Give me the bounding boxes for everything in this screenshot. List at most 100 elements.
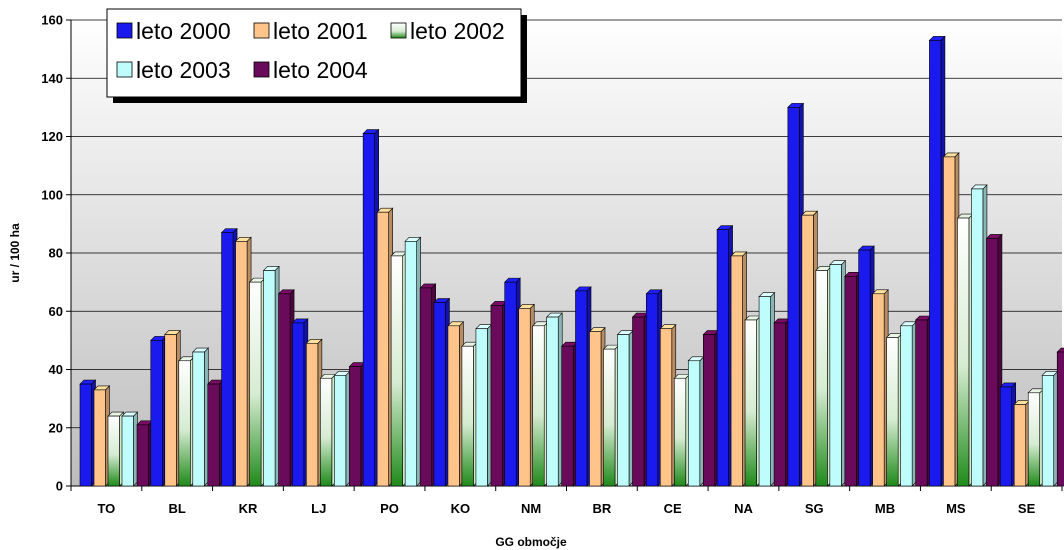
x-tick-label: MB <box>875 501 895 516</box>
y-tick-label: 100 <box>41 187 63 202</box>
bar <box>970 184 988 487</box>
bar <box>390 251 408 487</box>
legend-label: leto 2000 <box>136 18 231 44</box>
bar <box>928 35 946 487</box>
bar <box>475 324 493 487</box>
bar-front <box>815 270 828 487</box>
bar-front <box>178 360 191 487</box>
bar-front <box>575 290 588 487</box>
bar-front <box>844 275 857 487</box>
x-tick-label: NM <box>521 501 541 516</box>
bar-front <box>858 249 871 487</box>
y-axis-title: ur / 100 ha <box>8 223 22 283</box>
bar-front <box>730 255 743 487</box>
y-tick-label: 40 <box>49 362 63 377</box>
bar <box>914 315 932 487</box>
legend-label: leto 2001 <box>273 18 368 44</box>
bar-front <box>107 415 120 487</box>
y-tick-label: 140 <box>41 71 63 86</box>
bar-front <box>603 348 616 487</box>
bar-front <box>929 40 942 487</box>
y-tick-label: 160 <box>41 13 63 28</box>
x-tick-label: CE <box>664 501 682 516</box>
bar-front <box>645 293 659 487</box>
bar-front <box>235 241 248 487</box>
y-tick-label: 0 <box>56 479 63 494</box>
bar <box>277 289 295 487</box>
legend-swatch <box>116 22 133 39</box>
bar-front <box>249 281 262 487</box>
bar-front <box>362 133 375 487</box>
bar-front <box>900 325 913 487</box>
bar-top <box>1056 347 1064 353</box>
bar <box>687 356 705 487</box>
bar <box>447 321 465 487</box>
bar-front <box>957 217 970 487</box>
bar-front <box>716 229 729 487</box>
bar <box>744 315 762 487</box>
x-axis-title: GG območje <box>495 535 567 549</box>
bar-front <box>872 293 885 487</box>
bar <box>560 341 578 487</box>
bar <box>333 370 351 487</box>
bar <box>829 259 847 487</box>
bar <box>136 420 154 487</box>
bar <box>956 213 974 487</box>
bar-front <box>390 255 403 487</box>
bar <box>291 318 309 487</box>
bar-front <box>164 334 177 487</box>
bar <box>787 102 805 487</box>
bar-front <box>461 345 474 487</box>
bar-front <box>1027 392 1041 487</box>
y-tick-label: 60 <box>49 304 63 319</box>
x-tick-label: KO <box>451 501 471 516</box>
bar <box>121 411 139 487</box>
bar-front <box>150 340 163 487</box>
bar <box>178 356 196 487</box>
bar <box>305 338 323 487</box>
bar <box>1056 347 1064 487</box>
bar <box>79 379 97 487</box>
bar-front <box>93 389 106 487</box>
bar-front <box>1056 351 1064 487</box>
bar-front <box>632 316 645 487</box>
bar-front <box>659 328 673 487</box>
bar <box>1013 399 1031 487</box>
bar-front <box>207 383 220 487</box>
bar-front <box>349 366 362 487</box>
bar <box>857 245 875 487</box>
bar <box>801 210 819 487</box>
bar <box>871 289 889 487</box>
bar-front <box>999 386 1013 487</box>
y-tick-label: 80 <box>49 246 63 261</box>
bar <box>815 265 833 487</box>
x-tick-label: BL <box>169 501 186 516</box>
bar-front <box>673 377 687 487</box>
bar <box>362 128 380 487</box>
bar <box>433 297 451 487</box>
bar <box>150 335 168 487</box>
bar <box>631 312 649 487</box>
legend-box <box>106 8 522 98</box>
bar-front <box>192 351 205 487</box>
bar-front <box>532 325 545 487</box>
bar-front <box>758 296 771 487</box>
bar <box>1041 370 1059 487</box>
bar <box>758 291 776 487</box>
legend-label: leto 2002 <box>410 18 505 44</box>
bar-front <box>617 334 630 487</box>
bar-front <box>744 319 757 487</box>
bar <box>248 277 266 487</box>
bar-front <box>986 238 999 487</box>
legend-swatch <box>253 22 270 39</box>
bar-front <box>773 322 786 487</box>
x-tick-labels: TO BL KR LJ PO KO NM BR CE NA SG MB MS SE <box>70 486 1063 516</box>
bar-front <box>433 302 446 487</box>
legend-label: leto 2003 <box>136 57 231 83</box>
bar-front <box>221 232 234 487</box>
bar-front <box>447 325 460 487</box>
x-tick-label: SE <box>1018 501 1036 516</box>
bar-front <box>1013 404 1027 487</box>
bar <box>844 271 862 487</box>
bar-front <box>915 319 928 487</box>
